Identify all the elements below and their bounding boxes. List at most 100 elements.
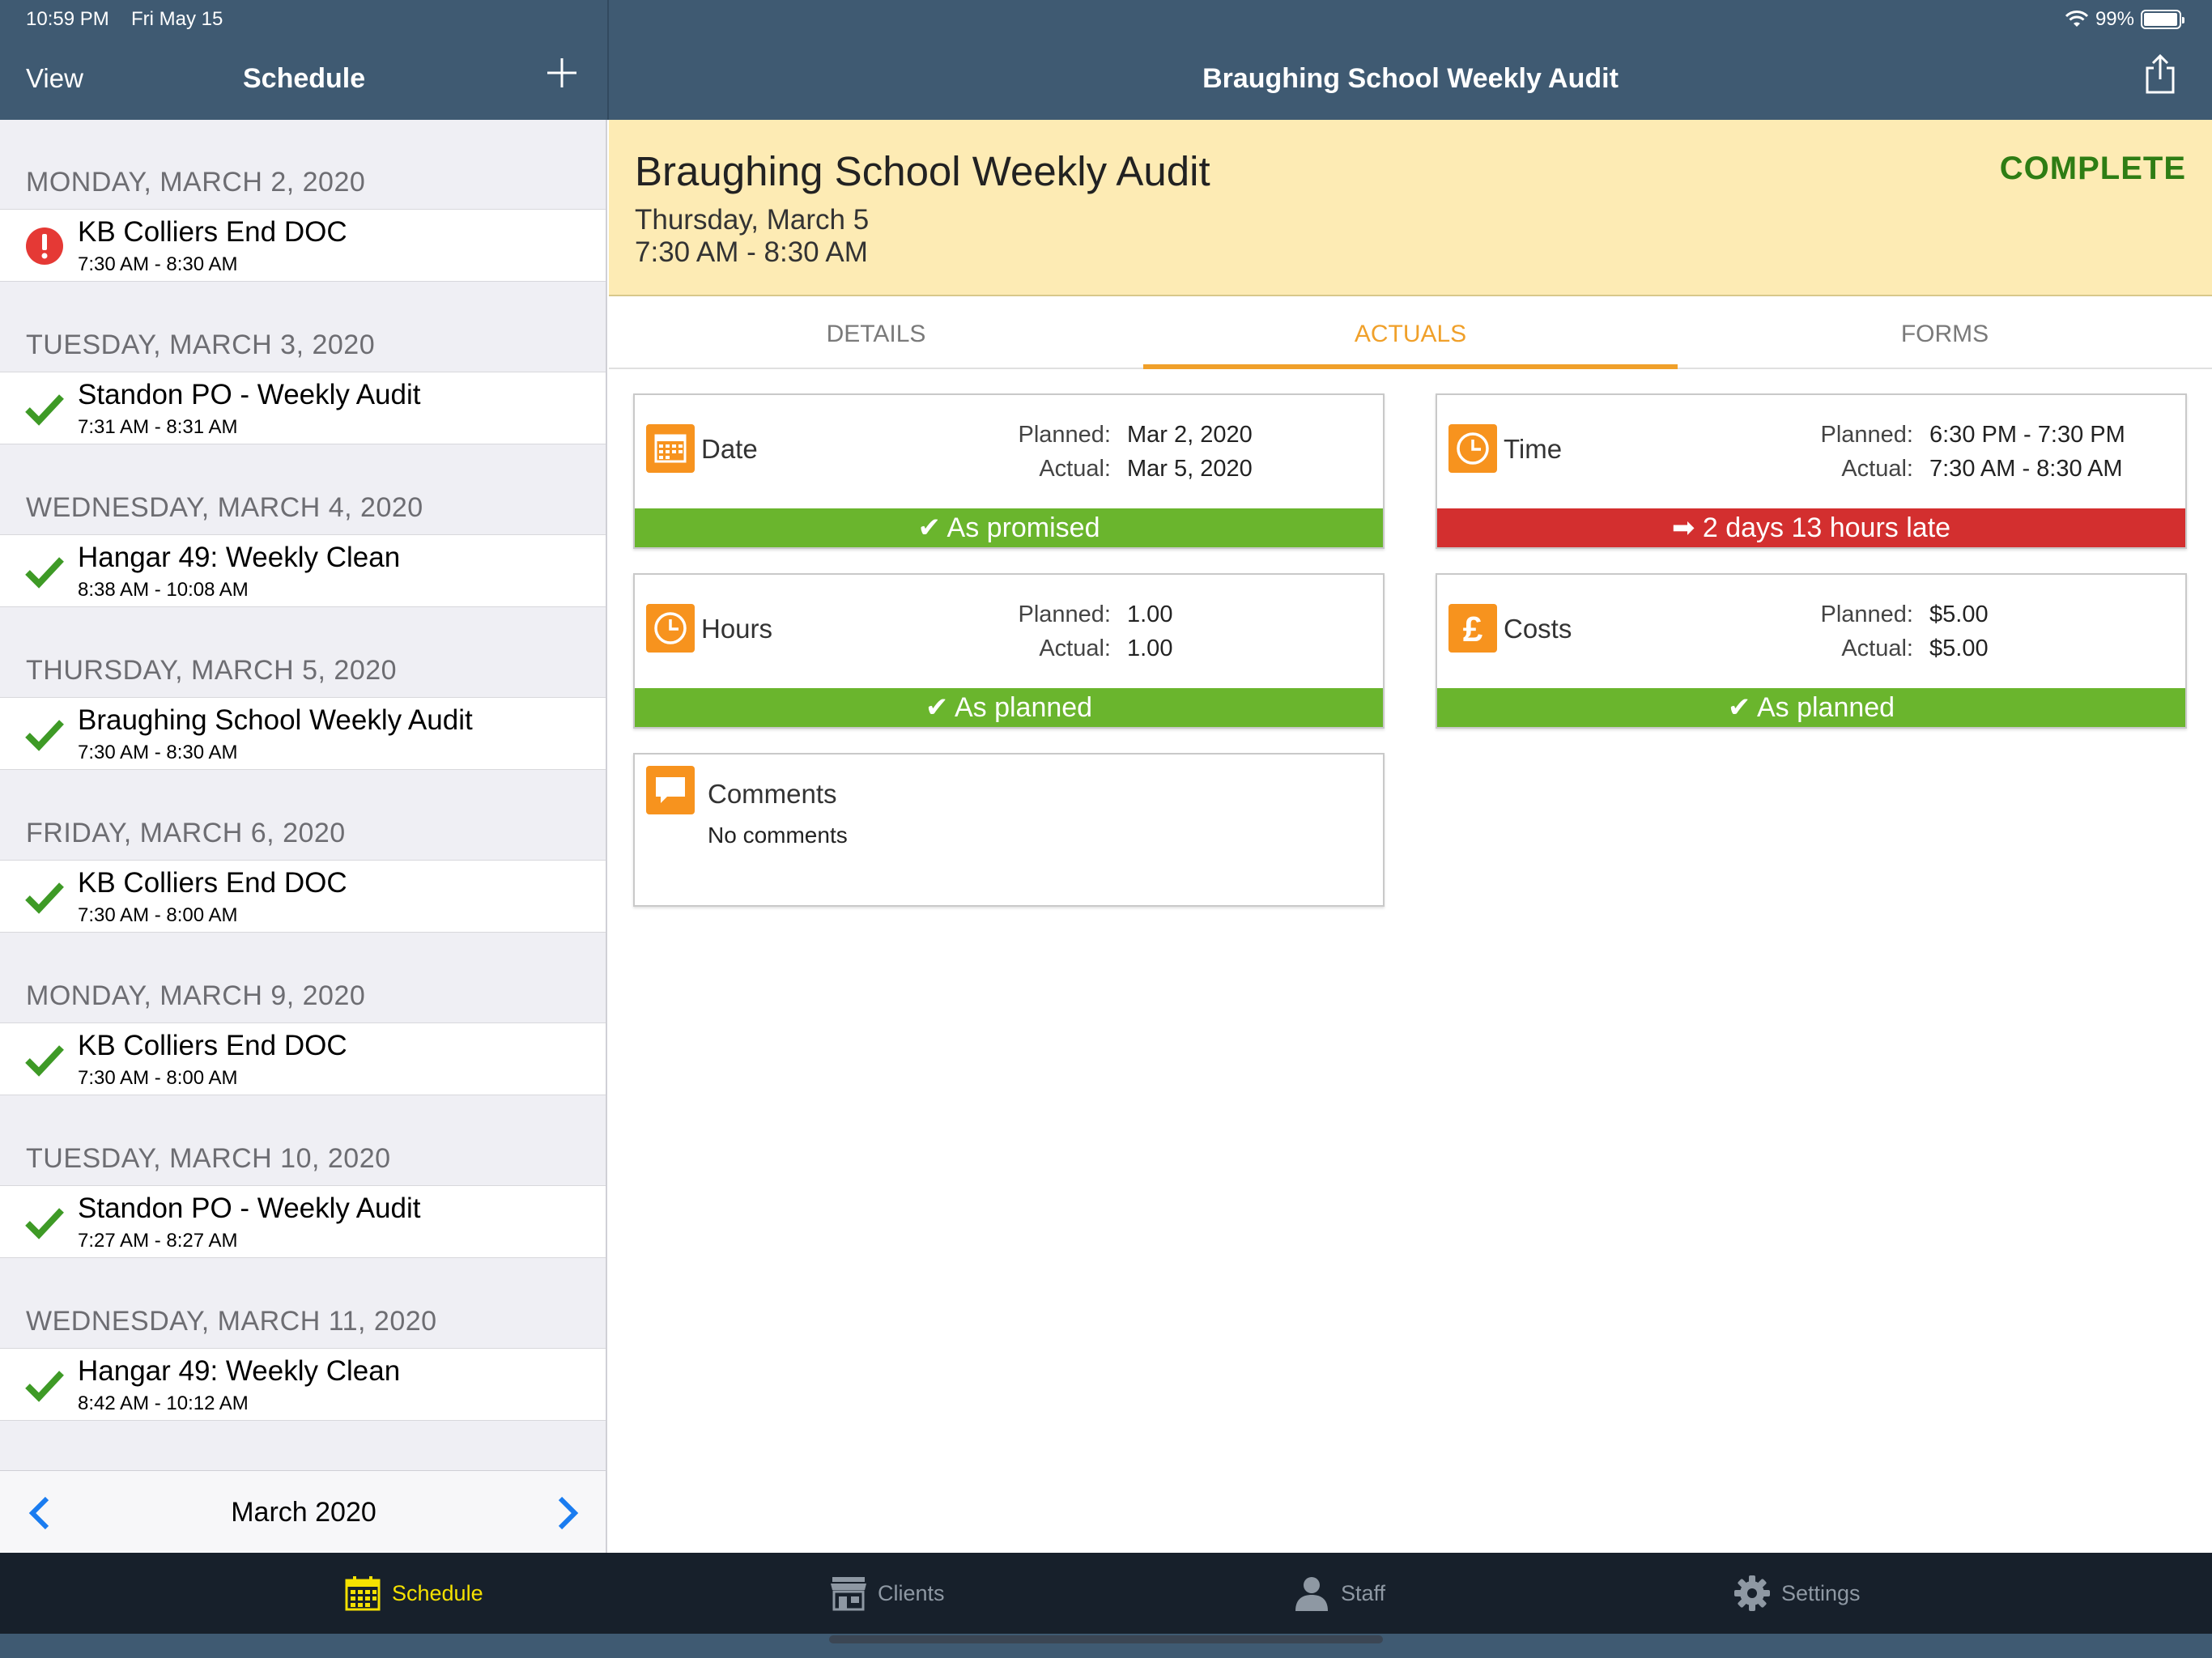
status-band: ✔ As planned — [635, 688, 1383, 727]
detail-title: Braughing School Weekly Audit — [1202, 63, 1619, 94]
actual-key: Actual: — [1039, 456, 1111, 482]
view-button[interactable]: View — [26, 63, 83, 93]
item-time: 7:27 AM - 8:27 AM — [78, 1230, 238, 1252]
day-header: FRIDAY, MARCH 6, 2020 — [26, 818, 346, 848]
tab-details[interactable]: DETAILS — [826, 321, 926, 347]
actual-value: 7:30 AM - 8:30 AM — [1929, 456, 2123, 482]
status-time: 10:59 PM — [26, 8, 109, 30]
list-item[interactable]: KB Colliers End DOC 7:30 AM - 8:30 AM — [0, 209, 606, 282]
costs-card: £ Costs Planned: $5.00 Actual: $5.00 ✔ A… — [1436, 573, 2187, 729]
time-card: Time Planned: 6:30 PM - 7:30 PM Actual: … — [1436, 393, 2187, 549]
comments-card[interactable]: Comments No comments — [633, 753, 1385, 907]
item-title: Hangar 49: Weekly Clean — [78, 542, 401, 573]
day-group: TUESDAY, MARCH 10, 2020 Standon PO - Wee… — [0, 1096, 606, 1259]
add-button[interactable] — [544, 55, 580, 91]
list-item[interactable]: KB Colliers End DOC 7:30 AM - 8:00 AM — [0, 1022, 606, 1095]
store-icon — [831, 1577, 866, 1611]
planned-value: Mar 2, 2020 — [1127, 422, 1253, 448]
tab-bar-label: Schedule — [392, 1580, 483, 1605]
tab-bar-settings[interactable]: Settings — [1733, 1574, 1861, 1613]
list-item[interactable]: Braughing School Weekly Audit 7:30 AM - … — [0, 697, 606, 770]
day-group: THURSDAY, MARCH 5, 2020 Braughing School… — [0, 608, 606, 771]
checkmark-icon — [25, 882, 64, 914]
day-header: TUESDAY, MARCH 3, 2020 — [26, 329, 376, 360]
actual-key: Actual: — [1841, 456, 1913, 482]
actual-key: Actual: — [1039, 636, 1111, 661]
tab-bar-staff[interactable]: Staff — [1292, 1574, 1385, 1613]
svg-text:£: £ — [1463, 610, 1483, 649]
checkmark-icon — [25, 394, 64, 426]
day-group: MONDAY, MARCH 9, 2020 KB Colliers End DO… — [0, 933, 606, 1096]
planned-key: Planned: — [1018, 422, 1112, 448]
chevron-left-icon[interactable] — [23, 1495, 55, 1531]
item-title: KB Colliers End DOC — [78, 216, 347, 248]
day-header: TUESDAY, MARCH 10, 2020 — [26, 1143, 391, 1174]
clock-icon — [1448, 424, 1497, 473]
share-icon[interactable] — [2142, 53, 2178, 96]
planned-value: 6:30 PM - 7:30 PM — [1929, 422, 2125, 448]
card-label: Date — [701, 434, 758, 464]
day-group: FRIDAY, MARCH 6, 2020 KB Colliers End DO… — [0, 771, 606, 933]
item-title: KB Colliers End DOC — [78, 1030, 347, 1061]
list-item[interactable]: Standon PO - Weekly Audit 7:31 AM - 8:31… — [0, 372, 606, 444]
job-date: Thursday, March 5 — [635, 204, 870, 236]
tab-actuals[interactable]: ACTUALS — [1143, 296, 1678, 369]
day-group: TUESDAY, MARCH 3, 2020 Standon PO - Week… — [0, 283, 606, 445]
tab-bar-label: Clients — [878, 1580, 945, 1605]
item-time: 7:30 AM - 8:00 AM — [78, 904, 238, 926]
day-header: MONDAY, MARCH 9, 2020 — [26, 980, 366, 1011]
battery-percent: 99% — [2095, 8, 2134, 30]
calendar-icon — [646, 424, 695, 473]
day-header: MONDAY, MARCH 2, 2020 — [26, 167, 366, 198]
item-time: 8:42 AM - 10:12 AM — [78, 1392, 249, 1414]
schedule-list[interactable]: MONDAY, MARCH 2, 2020 KB Colliers End DO… — [0, 120, 607, 1553]
day-header: WEDNESDAY, MARCH 11, 2020 — [26, 1306, 437, 1337]
planned-value: 1.00 — [1127, 602, 1173, 627]
item-title: Hangar 49: Weekly Clean — [78, 1355, 401, 1387]
month-label: March 2020 — [231, 1497, 376, 1528]
actual-value: Mar 5, 2020 — [1127, 456, 1253, 482]
person-icon — [1295, 1577, 1328, 1611]
item-time: 7:30 AM - 8:00 AM — [78, 1067, 238, 1089]
alert-icon — [26, 227, 63, 265]
status-band: ✔ As planned — [1437, 688, 2185, 727]
job-time: 7:30 AM - 8:30 AM — [635, 236, 868, 268]
pane-divider — [607, 0, 609, 120]
day-header: THURSDAY, MARCH 5, 2020 — [26, 655, 398, 686]
status-badge: COMPLETE — [1999, 151, 2186, 186]
list-item[interactable]: Hangar 49: Weekly Clean 8:38 AM - 10:08 … — [0, 534, 606, 607]
tab-bar-clients[interactable]: Clients — [829, 1574, 945, 1613]
status-date: Fri May 15 — [131, 8, 223, 30]
checkmark-icon — [25, 720, 64, 751]
list-item[interactable]: Hangar 49: Weekly Clean 8:42 AM - 10:12 … — [0, 1348, 606, 1421]
day-group: MONDAY, MARCH 2, 2020 KB Colliers End DO… — [0, 120, 606, 283]
day-header: WEDNESDAY, MARCH 4, 2020 — [26, 492, 423, 523]
card-label: Time — [1504, 434, 1563, 464]
status-band: ➡ 2 days 13 hours late — [1437, 508, 2185, 547]
home-indicator[interactable] — [829, 1635, 1383, 1643]
chevron-right-icon[interactable] — [552, 1495, 585, 1531]
list-item[interactable]: KB Colliers End DOC 7:30 AM - 8:00 AM — [0, 860, 606, 933]
pound-icon: £ — [1448, 604, 1497, 653]
checkmark-icon — [25, 1208, 64, 1239]
card-label: Hours — [701, 614, 773, 644]
tab-bar-schedule[interactable]: Schedule — [343, 1574, 483, 1613]
planned-key: Planned: — [1820, 602, 1914, 627]
planned-value: $5.00 — [1929, 602, 1989, 627]
item-title: Standon PO - Weekly Audit — [78, 379, 421, 410]
status-band: ✔ As promised — [635, 508, 1383, 547]
checkmark-icon — [25, 1045, 64, 1077]
actual-value: 1.00 — [1127, 636, 1173, 661]
list-item[interactable]: Standon PO - Weekly Audit 7:27 AM - 8:27… — [0, 1185, 606, 1258]
item-time: 7:30 AM - 8:30 AM — [78, 742, 238, 763]
planned-key: Planned: — [1820, 422, 1914, 448]
checkmark-icon — [25, 1371, 64, 1402]
item-title: Standon PO - Weekly Audit — [78, 1192, 421, 1224]
date-card: Date Planned: Mar 2, 2020 Actual: Mar 5,… — [633, 393, 1385, 549]
job-title: Braughing School Weekly Audit — [635, 148, 1210, 194]
status-indicators: 99% — [2065, 8, 2184, 31]
tab-forms[interactable]: FORMS — [1900, 321, 1989, 347]
item-title: KB Colliers End DOC — [78, 867, 347, 899]
clock-icon — [646, 604, 695, 653]
top-bar: 10:59 PM Fri May 15 99% View Schedule Br… — [0, 0, 2212, 120]
